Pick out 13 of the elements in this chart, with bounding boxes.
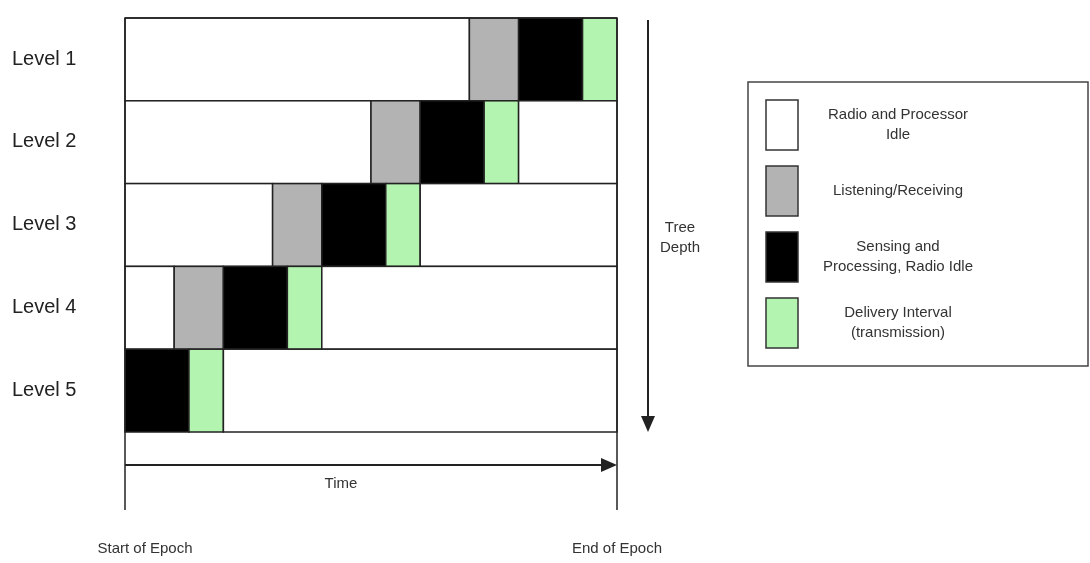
text: Start of Epoch bbox=[97, 539, 193, 556]
y-tick-label: Level 3 bbox=[12, 212, 77, 235]
y-tick-label: Level 4 bbox=[12, 295, 77, 318]
text: End of Epoch bbox=[571, 539, 663, 556]
y-tick-label: Level 5 bbox=[12, 377, 77, 400]
text: Listening/Receiving bbox=[832, 180, 964, 198]
text: Sensing and Processing, Radio Idle bbox=[822, 236, 974, 274]
text: Radio and Processor Idle bbox=[827, 104, 969, 142]
y-tick-label: Level 1 bbox=[12, 46, 77, 69]
text: Time bbox=[324, 474, 358, 491]
text: Tree Depth bbox=[659, 218, 701, 255]
y-tick-label: Level 2 bbox=[12, 129, 77, 152]
text: Delivery Interval (transmission) bbox=[844, 302, 952, 340]
